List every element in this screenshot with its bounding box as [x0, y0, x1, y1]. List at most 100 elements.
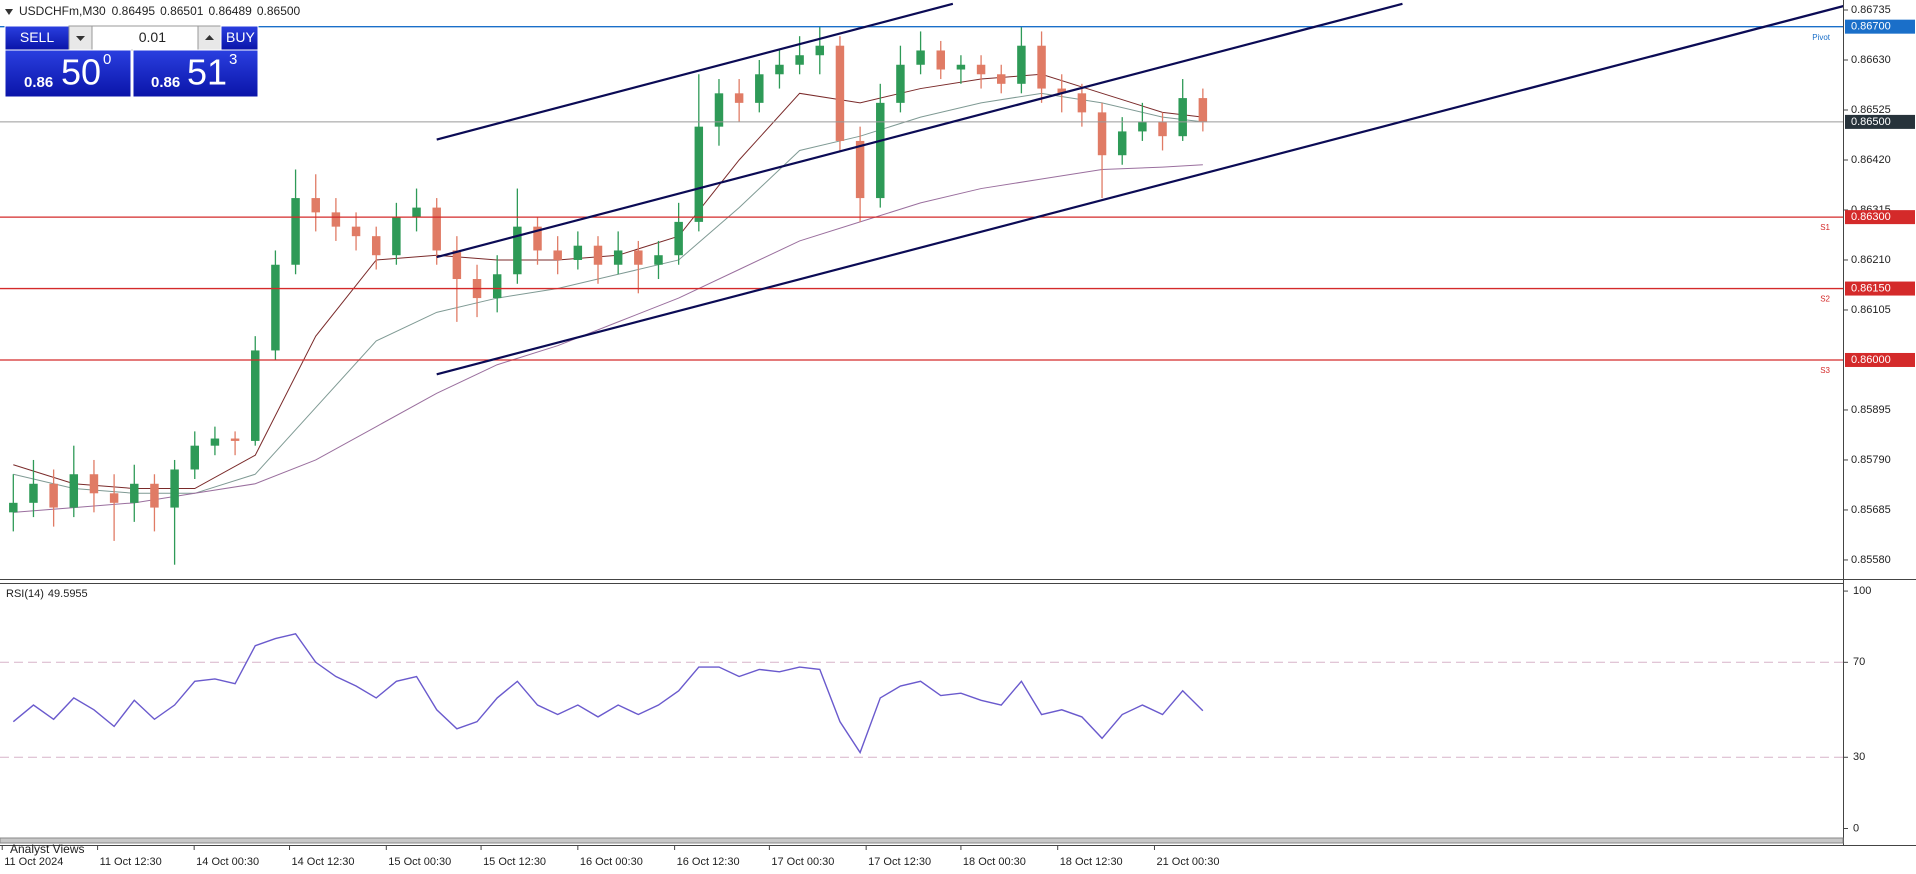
- header-close: 0.86500: [257, 4, 301, 18]
- candle-body: [1138, 121, 1147, 132]
- candle-body: [392, 217, 401, 256]
- x-tick-label: 18 Oct 12:30: [1060, 856, 1123, 868]
- channel-line: [436, 2, 954, 141]
- x-tick-label: 21 Oct 00:30: [1156, 856, 1219, 868]
- candle-body: [513, 226, 522, 275]
- header-open: 0.86495: [112, 4, 156, 18]
- lot-value: 0.01: [139, 29, 166, 45]
- x-tick-label: 16 Oct 12:30: [677, 856, 740, 868]
- increase-arrow: [205, 35, 214, 40]
- candle-body: [412, 207, 421, 218]
- candle-body: [9, 502, 18, 513]
- rsi-y-tick-label: 0: [1853, 822, 1859, 834]
- candle-body: [351, 226, 361, 237]
- level-price-label: 0.86000: [1851, 354, 1891, 366]
- header-high: 0.86501: [160, 4, 204, 18]
- y-tick-label: 0.86420: [1851, 154, 1891, 166]
- ask-small: 3: [229, 51, 237, 68]
- candle-body: [1198, 98, 1208, 122]
- level-price-box: [1845, 352, 1915, 367]
- rsi-y-tick-label: 70: [1853, 656, 1865, 668]
- y-tick-label: 0.86105: [1851, 304, 1891, 316]
- bottom-strip: [0, 837, 1844, 844]
- candle-body: [916, 50, 925, 65]
- rsi-line: [12, 633, 1204, 755]
- y-tick-label: 0.85895: [1851, 404, 1891, 416]
- candle-body: [694, 126, 704, 222]
- candle-body: [89, 474, 99, 494]
- candle-body: [714, 93, 724, 127]
- price-overlay: Pivot 0.86700 S1 0.86300 S2 0.86150 S3 0.86000 0…: [1812, 19, 1915, 375]
- candle-body: [109, 493, 119, 503]
- price-pane: [0, 2, 1843, 565]
- candle-body: [533, 226, 542, 251]
- x-tick-label: 11 Oct 2024: [4, 856, 63, 868]
- candle-body: [876, 102, 885, 199]
- candle-body: [855, 140, 865, 199]
- level-price-label: 0.86300: [1851, 211, 1891, 223]
- candle-body: [613, 250, 623, 265]
- x-tick-label: 17 Oct 00:30: [771, 856, 834, 868]
- candle-body: [997, 74, 1006, 84]
- candle-body: [150, 483, 159, 508]
- header: USDCHFm,M30 0.86495 0.86501 0.86489 0.86500: [5, 4, 301, 18]
- y-tick-label: 0.86525: [1851, 104, 1891, 116]
- current-price-label: 0.86500: [1851, 116, 1891, 128]
- x-tick-label: 14 Oct 12:30: [292, 856, 355, 868]
- candle-body: [190, 445, 199, 470]
- sell-label: SELL: [20, 29, 54, 45]
- level-price-label: 0.86700: [1851, 21, 1891, 33]
- candle-body: [371, 236, 381, 256]
- candle-body: [251, 350, 260, 441]
- candle-body: [452, 250, 462, 280]
- y-tick-label: 0.86630: [1851, 54, 1891, 66]
- current-price-box: [1845, 114, 1915, 129]
- y-tick-label: 0.85685: [1851, 504, 1891, 516]
- bid-box[interactable]: [4, 49, 132, 98]
- candle-body: [674, 221, 683, 256]
- candle-body: [553, 250, 562, 260]
- ask-prefix: 0.86: [151, 74, 180, 91]
- moving-average: [13, 164, 1203, 513]
- level-price-box: [1845, 19, 1915, 34]
- candle-body: [331, 212, 341, 227]
- candle-body: [835, 45, 845, 141]
- rsi-y-tick-label: 30: [1853, 751, 1865, 763]
- x-tick-label: 15 Oct 00:30: [388, 856, 451, 868]
- analyst-views-tab[interactable]: Analyst Views: [10, 842, 84, 856]
- candle-body: [734, 93, 744, 103]
- candle-body: [49, 483, 58, 508]
- candle-body: [69, 474, 79, 508]
- candle-body: [976, 64, 986, 75]
- lot-input[interactable]: [91, 25, 199, 51]
- level-name: S3: [1820, 366, 1830, 375]
- symbol: USDCHFm,M30: [19, 4, 106, 18]
- ask-box[interactable]: [132, 49, 259, 98]
- x-tick-label: 16 Oct 00:30: [580, 856, 643, 868]
- bid-prefix: 0.86: [24, 74, 53, 91]
- rsi-name: RSI(14): [6, 588, 44, 600]
- candle-body: [1097, 112, 1107, 156]
- candle-body: [896, 64, 905, 103]
- header-low: 0.86489: [208, 4, 252, 18]
- candle-body: [1077, 93, 1087, 113]
- candle-body: [1178, 98, 1187, 137]
- candle-body: [593, 245, 603, 265]
- candle-body: [271, 264, 280, 351]
- candle-body: [795, 55, 804, 65]
- ask-big: 51: [187, 52, 227, 93]
- y-tick-label: 0.85580: [1851, 554, 1891, 566]
- level-price-box: [1845, 210, 1915, 225]
- rsi-title: RSI(14) 49.5955: [6, 588, 88, 600]
- candle-body: [311, 198, 320, 213]
- candle-body: [654, 255, 663, 265]
- rsi-current: 49.5955: [48, 588, 88, 600]
- candle-body: [634, 250, 643, 265]
- candle-body: [815, 45, 825, 56]
- y-tick-label: 0.85790: [1851, 454, 1891, 466]
- bid-small: 0: [103, 51, 111, 68]
